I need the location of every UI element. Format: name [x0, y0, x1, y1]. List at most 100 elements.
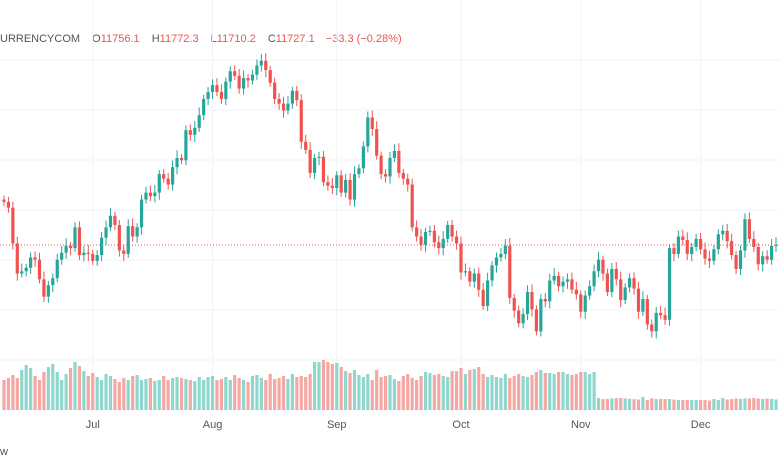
volume-bar	[6, 378, 11, 410]
volume-bar	[237, 378, 241, 410]
x-tick-label: Dec	[691, 419, 711, 431]
candle-body	[623, 287, 627, 301]
volume-bar	[64, 374, 68, 410]
volume-bar	[224, 377, 228, 410]
candle-body	[237, 75, 241, 89]
volume-bar	[463, 374, 468, 410]
candle-body	[463, 271, 468, 273]
candle-body	[330, 185, 334, 188]
candle-body	[392, 151, 397, 158]
candle-body	[375, 129, 379, 156]
volume-bar	[264, 380, 268, 410]
candle-body	[321, 156, 326, 183]
candle-body	[46, 285, 50, 297]
candle-body	[24, 267, 28, 272]
volume-bar	[716, 400, 720, 410]
volume-bar	[179, 378, 184, 410]
candle-body	[210, 85, 215, 93]
candle-body	[144, 192, 148, 200]
volume-bar	[632, 399, 636, 410]
volume-bar	[286, 379, 290, 410]
volume-bar	[432, 375, 436, 410]
volume-bar	[685, 400, 689, 410]
candle-body	[650, 324, 654, 332]
candle-body	[561, 281, 565, 287]
volume-bar	[619, 398, 623, 410]
candle-body	[490, 265, 494, 281]
candle-body	[454, 236, 459, 244]
volume-bar	[162, 376, 166, 410]
volume-bar	[769, 399, 774, 410]
candle-body	[104, 227, 108, 238]
volume-bar	[175, 377, 179, 410]
volume-bar	[565, 374, 570, 410]
candle-body	[122, 250, 126, 254]
candle-body	[774, 245, 778, 247]
candle-body	[193, 127, 197, 135]
candle-body	[304, 141, 308, 150]
candle-body	[468, 271, 472, 282]
volume-bar	[91, 373, 95, 410]
volume-bar	[233, 375, 237, 410]
candle-body	[42, 279, 46, 297]
volume-bar	[681, 400, 685, 410]
volume-bar	[743, 398, 747, 410]
candle-body	[273, 82, 277, 99]
volume-bar	[11, 375, 15, 410]
candle-body	[326, 182, 330, 186]
candle-body	[548, 280, 552, 302]
candle-body	[224, 81, 228, 99]
candle-body	[645, 299, 649, 325]
candle-body	[756, 246, 760, 265]
candle-body	[681, 236, 685, 241]
volume-bar	[153, 381, 157, 410]
candle-body	[348, 179, 352, 200]
volume-bar	[454, 371, 459, 410]
candle-body	[663, 315, 667, 320]
candle-body	[588, 286, 592, 296]
candle-body	[494, 257, 499, 266]
volume-bar	[215, 380, 219, 410]
high-value: 11772.3	[159, 33, 199, 45]
candle-body	[15, 243, 19, 274]
candle-body	[747, 219, 751, 239]
volume-bar	[543, 373, 547, 410]
symbol-label[interactable]: URRENCYCOM	[0, 33, 81, 45]
candle-body	[619, 279, 623, 301]
volume-bar	[441, 376, 445, 410]
candle-body	[601, 259, 605, 274]
candle-body	[521, 314, 525, 324]
candle-body	[175, 157, 179, 168]
volume-bar	[326, 362, 330, 410]
volume-bar	[548, 373, 552, 410]
volume-bar	[388, 375, 392, 410]
candle-body	[77, 227, 82, 256]
candle-body	[512, 297, 516, 311]
candle-body	[131, 226, 135, 237]
volume-bar	[450, 371, 454, 410]
volume-bar	[77, 366, 82, 410]
volume-bar	[171, 378, 175, 410]
candle-body	[379, 155, 383, 175]
volume-bar	[202, 380, 206, 410]
low-value: 11710.2	[216, 33, 256, 45]
volume-bar	[552, 374, 556, 410]
candle-body	[162, 174, 166, 179]
candle-body	[339, 175, 343, 193]
candle-body	[481, 289, 485, 306]
volume-bar	[468, 370, 472, 410]
volume-bar	[29, 368, 33, 410]
candle-body	[517, 310, 521, 324]
candle-body	[6, 201, 11, 208]
candle-body	[423, 231, 428, 245]
candle-body	[530, 292, 534, 310]
volume-bar	[241, 380, 246, 410]
candle-body	[503, 245, 507, 254]
volume-bar	[95, 377, 99, 410]
candle-body	[268, 70, 272, 83]
candle-body	[335, 175, 339, 188]
candle-body	[614, 268, 618, 280]
candle-body	[250, 74, 255, 81]
volume-bar	[663, 399, 667, 410]
